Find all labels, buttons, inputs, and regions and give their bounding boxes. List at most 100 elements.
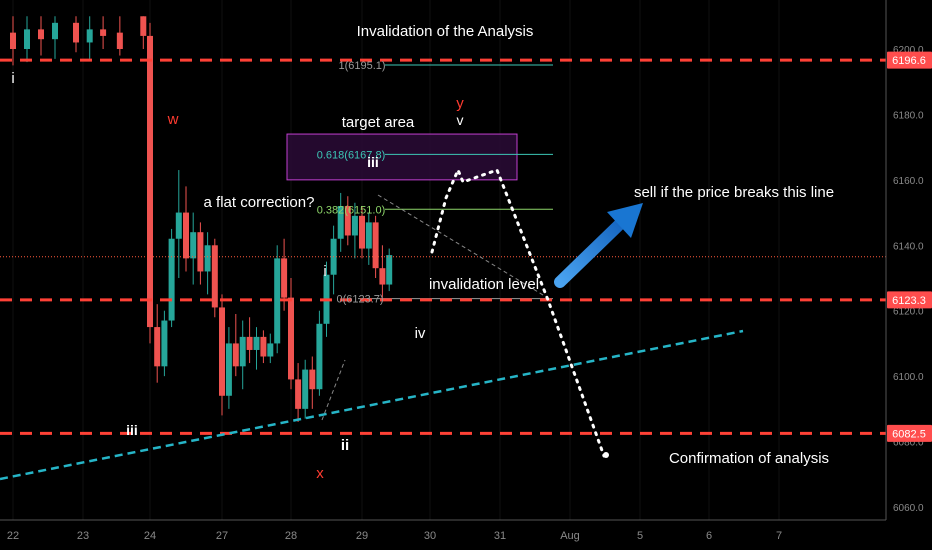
invalidation-title: Invalidation of the Analysis [357, 23, 534, 40]
fib-label-0382: 0.382(6151.0) [317, 204, 386, 216]
candle [147, 22, 153, 344]
y-tick-label: 6180.0 [893, 110, 924, 121]
x-tick-label: 28 [285, 530, 297, 542]
flat-correction-label: a flat correction? [204, 194, 315, 211]
wave-label-iii-target: iii [367, 154, 379, 170]
price-label-lower: 6082.5 [887, 424, 932, 442]
wave-label-iv: iv [415, 325, 426, 342]
candle [154, 304, 161, 383]
wave-label-iii-low: iii [126, 422, 138, 438]
x-tick-label: 7 [776, 530, 782, 542]
candle [344, 196, 351, 246]
wave-label-i-top: i [11, 70, 14, 87]
svg-text:6082.5: 6082.5 [892, 428, 926, 440]
candle [140, 16, 147, 49]
candle [38, 16, 44, 56]
candle [24, 16, 30, 63]
candle [183, 186, 189, 272]
candle [197, 222, 204, 285]
candle [267, 333, 274, 364]
candle [274, 245, 281, 354]
candle [168, 228, 175, 328]
price-label-middle: 6123.3 [887, 291, 932, 309]
candle [372, 215, 379, 278]
x-tick-label: 5 [637, 530, 643, 542]
price-axis-ticks: 6200.0 6180.0 6160.0 6140.0 6120.0 6100.0 6080… [893, 45, 924, 514]
candle [100, 16, 107, 49]
candle [302, 359, 309, 419]
price-label-upper: 6196.6 [887, 51, 932, 69]
target-area-label: target area [342, 114, 415, 131]
candle [10, 16, 16, 66]
target-area-box [286, 133, 518, 181]
y-tick-label: 6100.0 [893, 372, 924, 383]
sell-instruction: sell if the price breaks this line [634, 184, 834, 201]
candle [86, 16, 93, 59]
candle [239, 320, 246, 390]
wave-label-ii: ii [341, 437, 349, 454]
candle [219, 294, 225, 416]
candle [232, 313, 239, 377]
candle [225, 327, 232, 409]
y-tick-label: 6080.0 [893, 438, 924, 449]
confirmation-label: Confirmation of analysis [669, 450, 829, 467]
candle [337, 192, 344, 252]
projected-path [430, 166, 606, 458]
x-tick-label: 6 [706, 530, 712, 542]
candle [351, 202, 358, 259]
wave-label-i-mid: i [323, 263, 326, 280]
fib-label-1: 1(6195.1) [338, 60, 385, 72]
plot-area [0, 0, 886, 520]
x-tick-label: 23 [77, 530, 89, 542]
candle [175, 170, 182, 278]
candle [309, 356, 316, 409]
candle [190, 212, 197, 285]
y-tick-label: 6060.0 [893, 503, 924, 514]
invalidation-level-label: invalidation level [429, 276, 539, 293]
candle [386, 248, 393, 292]
x-tick-label: 27 [216, 530, 228, 542]
candle [316, 310, 323, 396]
candle [204, 232, 211, 295]
candle [161, 310, 168, 377]
y-tick-label: 6120.0 [893, 307, 924, 318]
x-tick-label: Aug [560, 530, 580, 542]
svg-text:6123.3: 6123.3 [892, 295, 926, 307]
candle [211, 238, 218, 318]
candle [288, 278, 294, 390]
fib-label-0: 0(6123.7) [336, 294, 383, 306]
price-levels [0, 58, 886, 435]
candles [10, 16, 393, 422]
svg-text:6196.6: 6196.6 [892, 55, 926, 67]
candle [52, 16, 58, 59]
x-tick-label: 22 [7, 530, 19, 542]
y-tick-label: 6160.0 [893, 176, 924, 187]
candle [295, 363, 302, 422]
x-tick-label: 29 [356, 530, 368, 542]
time-axis [0, 520, 932, 550]
x-tick-label: 30 [424, 530, 436, 542]
time-axis-ticks: 22 23 24 27 28 29 30 31 Aug 5 6 7 [7, 530, 782, 542]
x-tick-label: 24 [144, 530, 156, 542]
x-tick-label: 31 [494, 530, 506, 542]
triangle-upper-line [377, 194, 549, 299]
candle [73, 16, 79, 53]
candle [116, 16, 123, 56]
wave-label-w: w [167, 111, 179, 128]
candle [365, 212, 372, 265]
y-tick-label: 6140.0 [893, 241, 924, 252]
wave-label-v: v [457, 112, 464, 128]
rising-trendline [0, 329, 744, 481]
candle [246, 317, 253, 364]
candle [359, 206, 365, 259]
projected-end-marker [603, 452, 609, 458]
y-tick-label: 6200.0 [893, 45, 924, 56]
candle [260, 330, 267, 364]
sell-arrow [554, 203, 643, 288]
wave-label-x: x [316, 465, 324, 482]
candle [379, 245, 386, 298]
fib-label-0618: 0.618(6167.8) [317, 149, 386, 161]
wave-label-y: y [456, 95, 464, 112]
triangle-lower-line [321, 359, 346, 421]
